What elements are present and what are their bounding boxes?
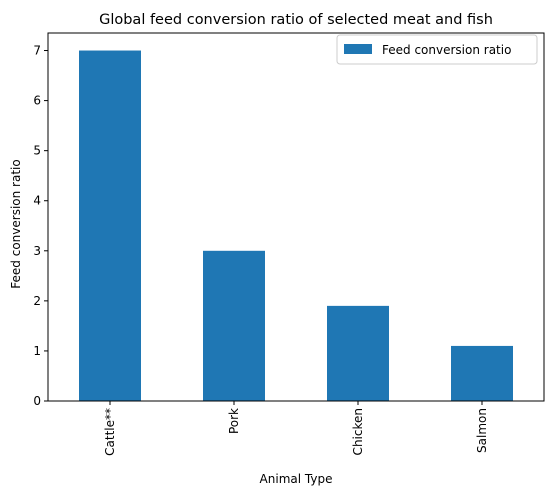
plot-frame — [47, 32, 545, 402]
chart-title: Global feed conversion ratio of selected… — [99, 12, 493, 28]
x-tick-label: Pork — [227, 408, 241, 434]
y-axis-label: Feed conversion ratio — [9, 159, 23, 288]
y-tick-label: 7 — [33, 44, 41, 58]
bar-cattle — [79, 50, 141, 402]
y-tick-label: 3 — [33, 244, 41, 258]
legend-label: Feed conversion ratio — [382, 43, 511, 57]
x-axis: Cattle** Pork Chicken Salmon — [103, 401, 489, 456]
bar-salmon — [451, 345, 513, 401]
x-tick-label: Chicken — [351, 408, 365, 455]
bar-chicken — [327, 305, 389, 401]
legend-frame — [336, 34, 538, 65]
y-tick-label: 2 — [33, 294, 41, 308]
bar-pork — [203, 250, 265, 401]
y-tick-label: 5 — [33, 144, 41, 158]
x-axis-label: Animal Type — [260, 472, 333, 486]
y-tick-label: 4 — [33, 194, 41, 208]
legend-swatch — [344, 44, 372, 54]
y-tick-label: 6 — [33, 94, 41, 108]
x-tick-label: Salmon — [475, 408, 489, 453]
y-axis: 0 1 2 3 4 5 6 7 — [33, 44, 48, 408]
plot-area — [47, 32, 545, 402]
y-tick-label: 0 — [33, 394, 41, 408]
x-tick-label: Cattle** — [103, 408, 117, 456]
y-tick-label: 1 — [33, 344, 41, 358]
legend: Feed conversion ratio — [336, 34, 538, 65]
